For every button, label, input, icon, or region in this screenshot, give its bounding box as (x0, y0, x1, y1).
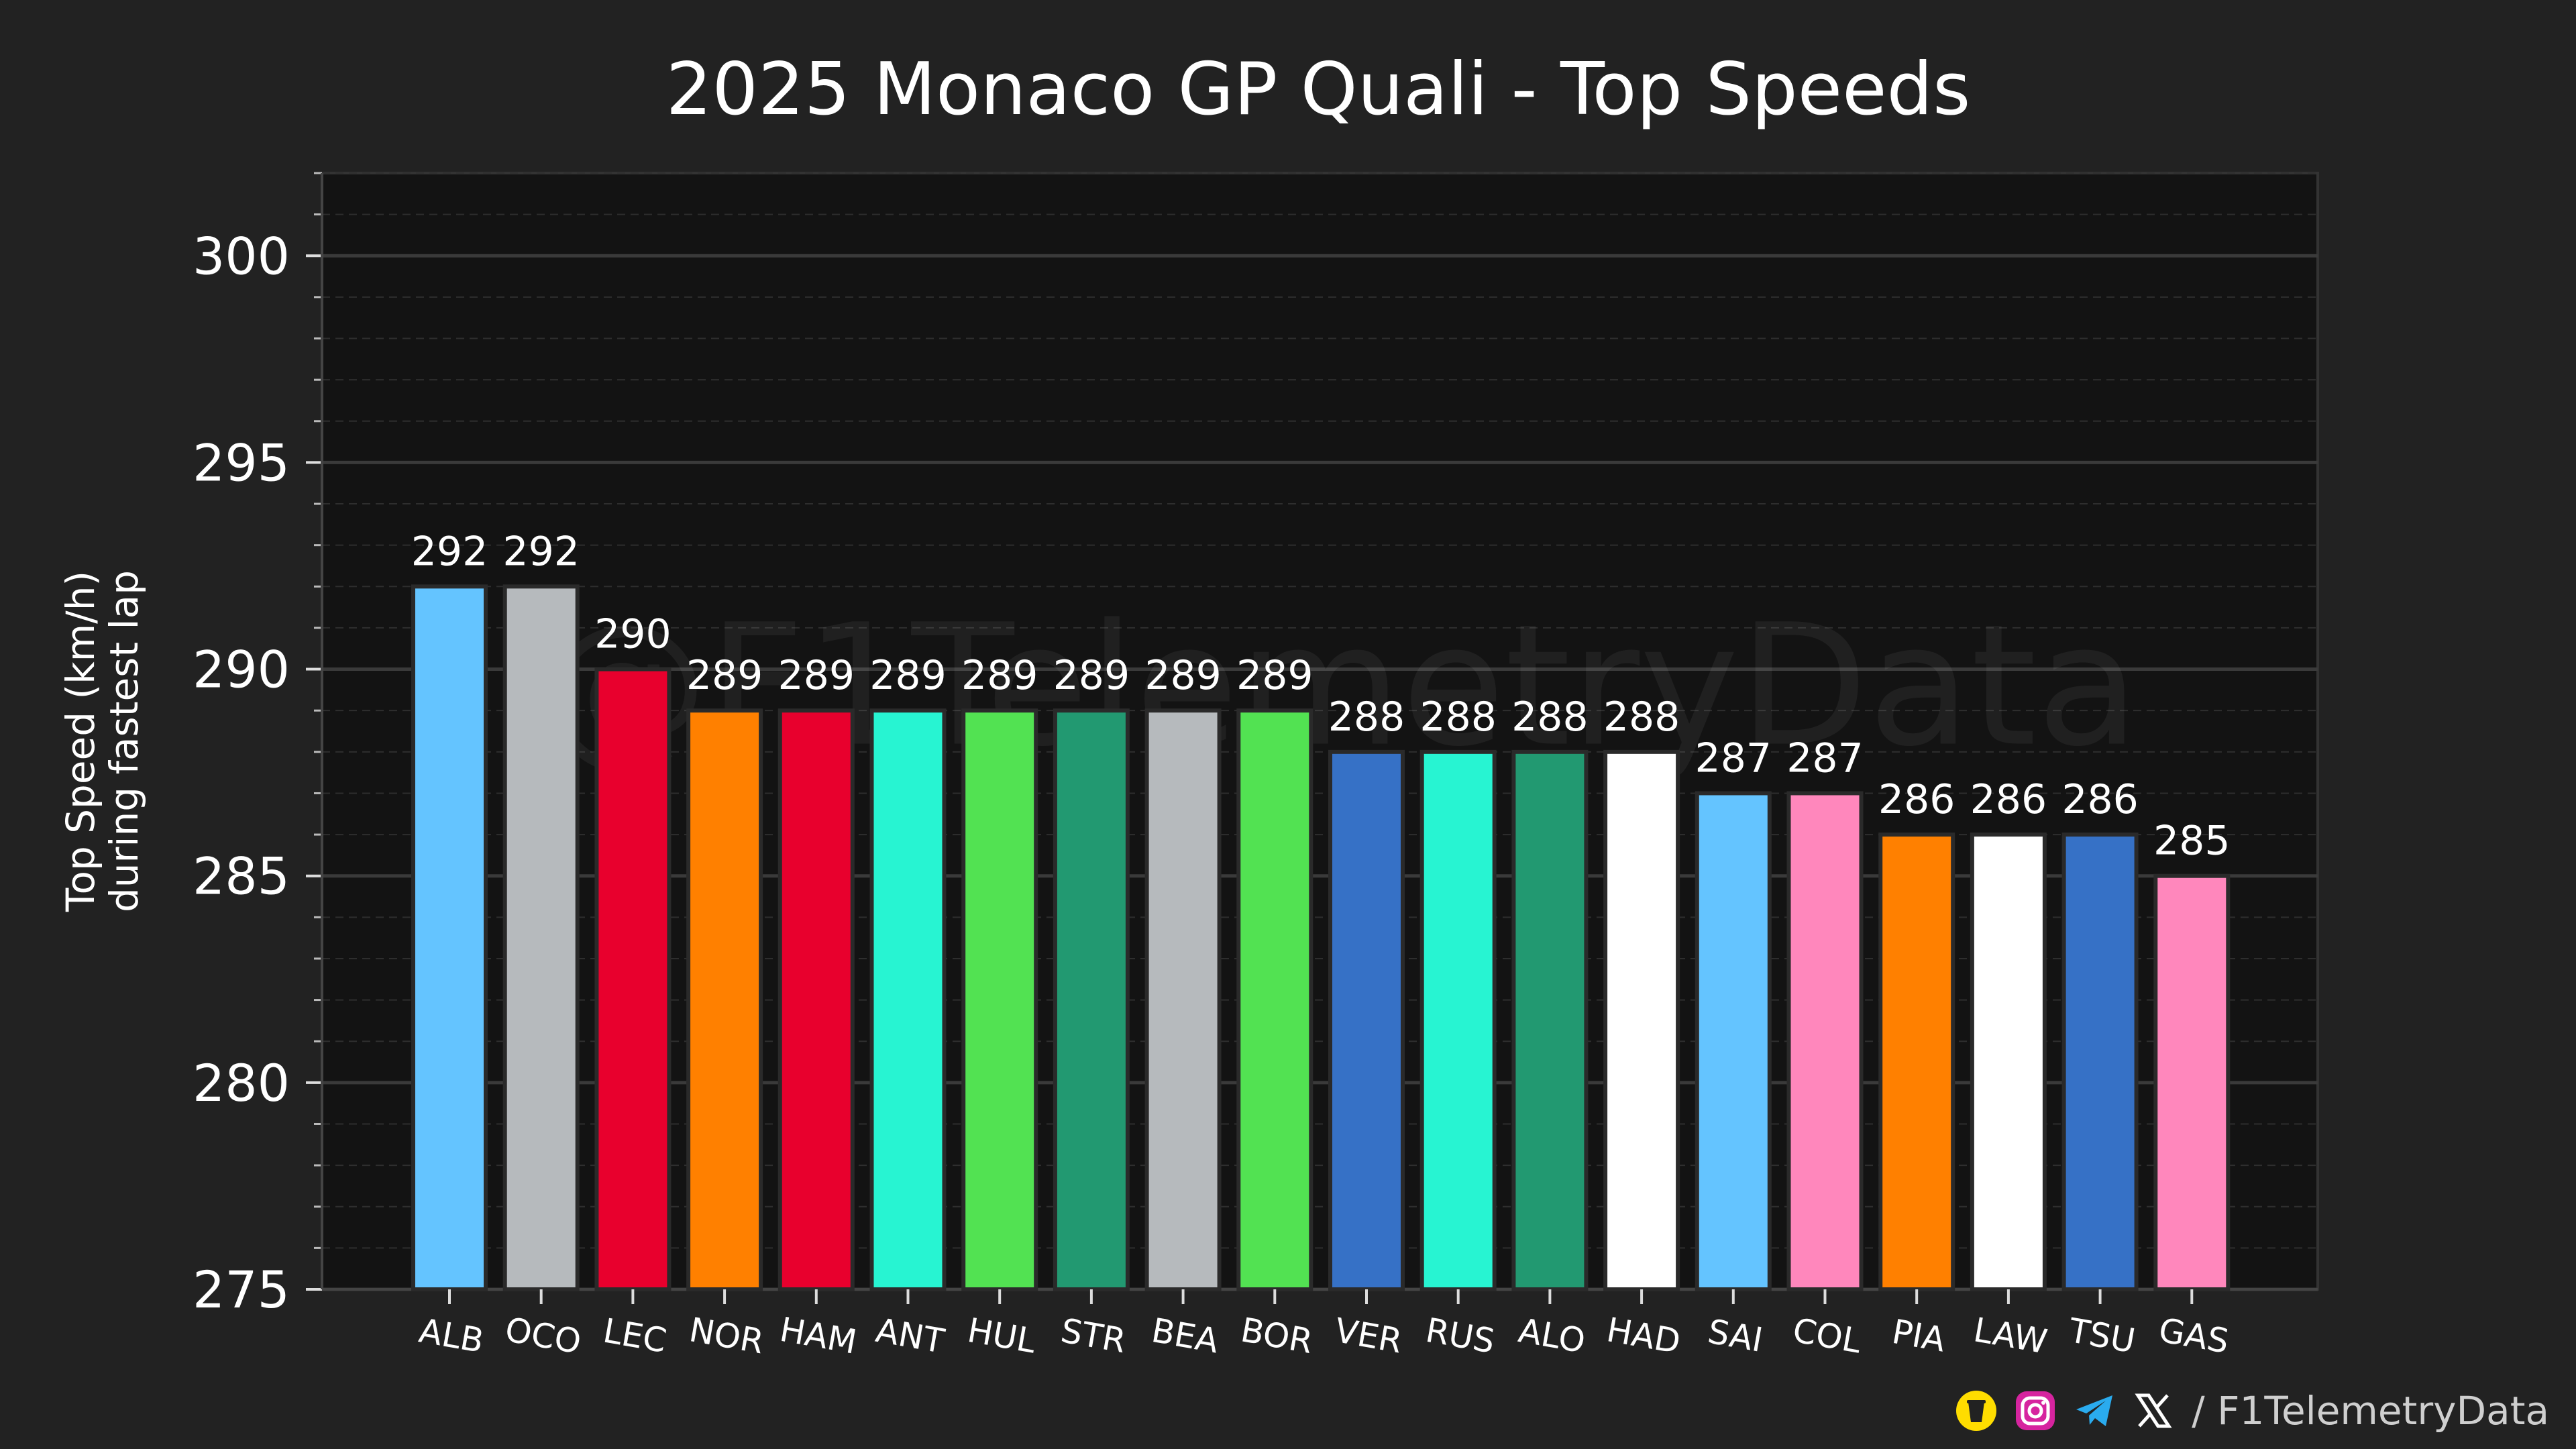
x-tick-label: ALB (416, 1311, 486, 1360)
bar-str[interactable] (1053, 708, 1130, 1291)
bar-value-label: 288 (1328, 694, 1405, 741)
x-tick-label: LEC (600, 1311, 669, 1361)
y-tick-label: 300 (193, 226, 290, 286)
x-tick-label: OCO (502, 1310, 584, 1362)
bar-value-label: 287 (1695, 735, 1772, 782)
x-tick-label: PIA (1889, 1312, 1948, 1360)
x-tick-label: BEA (1148, 1311, 1222, 1361)
bar-value-label: 289 (961, 652, 1038, 699)
bar-bor[interactable] (1236, 708, 1313, 1291)
y-tick-label: 290 (193, 640, 290, 700)
bar-gas[interactable] (2153, 873, 2231, 1292)
x-tick-label: COL (1790, 1311, 1864, 1361)
bar-alo[interactable] (1511, 749, 1589, 1291)
x-tick-label: TSU (2065, 1311, 2138, 1360)
x-logo-icon[interactable] (2133, 1390, 2174, 1432)
bar-value-label: 289 (1053, 652, 1130, 699)
bar-value-label: 286 (1878, 776, 1955, 823)
bar-value-label: 289 (869, 652, 947, 699)
bar-value-label: 289 (686, 652, 763, 699)
x-tick-label: HAD (1604, 1310, 1684, 1361)
telegram-icon[interactable] (2074, 1390, 2115, 1432)
bar-value-label: 288 (1511, 694, 1589, 741)
bar-ver[interactable] (1328, 749, 1405, 1291)
bar-value-label: 286 (2061, 776, 2139, 823)
x-tick-label: STR (1058, 1311, 1129, 1360)
bar-value-label: 288 (1419, 694, 1497, 741)
bar-law[interactable] (1970, 833, 2047, 1291)
bar-ant[interactable] (869, 708, 947, 1291)
y-tick-label: 285 (193, 847, 290, 906)
bar-value-label: 289 (778, 652, 855, 699)
bar-ham[interactable] (777, 708, 855, 1291)
bar-rus[interactable] (1419, 749, 1497, 1291)
bar-value-label: 285 (2153, 818, 2231, 865)
x-tick-label: RUS (1423, 1311, 1498, 1361)
bar-value-label: 289 (1236, 652, 1313, 699)
x-tick-label: BOR (1238, 1310, 1316, 1361)
x-tick-label: HAM (777, 1310, 859, 1362)
chart-title: 2025 Monaco GP Quali - Top Speeds (666, 48, 1971, 131)
bar-value-label: 286 (1970, 776, 2047, 823)
y-tick-label: 280 (193, 1053, 290, 1113)
y-axis-label-line-2: during fastest lap (101, 570, 147, 912)
instagram-icon[interactable] (2015, 1390, 2056, 1432)
bar-oco[interactable] (502, 584, 580, 1292)
bar-lec[interactable] (594, 667, 672, 1291)
x-tick-label: LAW (1971, 1310, 2050, 1361)
footer-credits: / F1TelemetryData (1955, 1387, 2549, 1434)
x-tick-label: GAS (2156, 1311, 2232, 1361)
bar-sai[interactable] (1695, 791, 1772, 1291)
bar-value-label: 287 (1786, 735, 1864, 782)
y-axis-label-line-1: Top Speed (km/h) (58, 571, 103, 912)
x-tick-label: VER (1332, 1311, 1405, 1361)
x-tick-label: HUL (965, 1311, 1039, 1361)
footer-handle[interactable]: / F1TelemetryData (2192, 1388, 2549, 1434)
bar-value-label: 292 (411, 528, 488, 575)
bar-had[interactable] (1603, 749, 1680, 1291)
bar-nor[interactable] (686, 708, 763, 1291)
bar-alb[interactable] (411, 584, 488, 1292)
x-tick-label: ANT (873, 1311, 947, 1361)
bar-hul[interactable] (961, 708, 1038, 1291)
bar-pia[interactable] (1878, 833, 1955, 1291)
coffee-cup-icon[interactable] (1955, 1390, 1997, 1432)
bar-value-label: 292 (502, 528, 580, 575)
bar-value-label: 290 (594, 611, 672, 658)
bar-col[interactable] (1786, 791, 1864, 1291)
bar-value-label: 288 (1603, 694, 1680, 741)
x-tick-label: NOR (686, 1310, 767, 1361)
bar-tsu[interactable] (2061, 833, 2139, 1291)
y-tick-label: 295 (193, 433, 290, 492)
x-tick-label: ALO (1515, 1311, 1588, 1360)
bar-value-label: 289 (1144, 652, 1222, 699)
x-tick-label: SAI (1705, 1312, 1766, 1360)
bar-bea[interactable] (1144, 708, 1222, 1291)
y-tick-label: 275 (193, 1260, 290, 1320)
